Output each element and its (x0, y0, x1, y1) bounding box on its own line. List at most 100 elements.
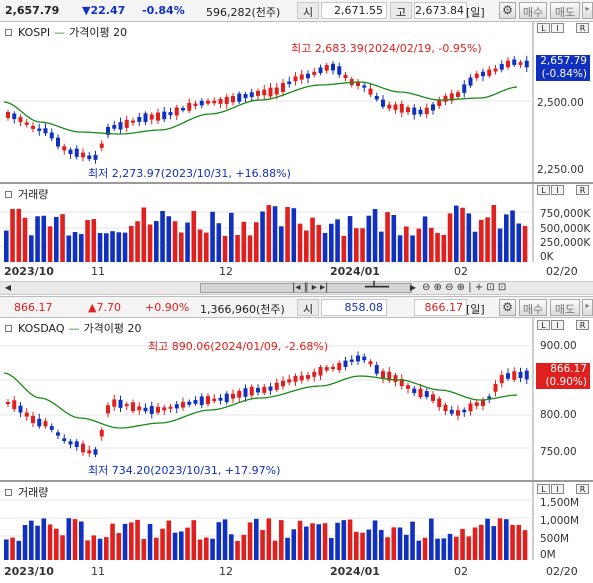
candle (156, 112, 160, 121)
volume-bar (316, 224, 322, 262)
gear-icon[interactable]: ⚙ (499, 299, 516, 316)
volume-bar (91, 535, 97, 560)
chart-mode-icon-10[interactable]: L (537, 484, 550, 494)
volume-bar (222, 235, 228, 262)
chart-mode-icon-6[interactable]: R (576, 185, 589, 195)
chart-mode-icon-8[interactable]: I (551, 320, 564, 330)
kosdaq-volume-chart[interactable] (0, 482, 593, 562)
kosdaq-price-chart[interactable] (0, 318, 593, 480)
volume-bar (347, 216, 353, 262)
volume-bar (185, 222, 190, 262)
kospi-ytick-2: 2,250.00 (537, 164, 584, 176)
kospi-price-chart[interactable] (0, 22, 593, 182)
volume-bar (260, 211, 265, 262)
candle (99, 143, 104, 148)
candle (418, 109, 423, 115)
candle (343, 360, 348, 367)
kosdaq-price: 866.17 (14, 301, 53, 314)
volume-bar (210, 211, 215, 262)
gear-icon[interactable]: ⚙ (499, 2, 516, 19)
chevron-right-icon[interactable]: ▸ (582, 299, 593, 316)
volume-bar (466, 213, 472, 262)
candle (456, 410, 460, 416)
volume-bar (379, 529, 384, 560)
chart-mode-icon-5[interactable]: I (551, 185, 564, 195)
candle (518, 62, 523, 65)
chart-mode-icon-1[interactable]: L (537, 23, 550, 33)
volume-bar (147, 523, 153, 560)
candle (399, 378, 404, 387)
ma-icon: — (54, 25, 66, 39)
kospi-period[interactable]: [일] (466, 6, 485, 19)
volume-bar (166, 216, 172, 262)
candle (424, 391, 429, 397)
legend-box-icon (5, 190, 12, 198)
candle (181, 107, 185, 111)
kosdaq-voltick-1: 1,500M (540, 497, 580, 509)
volume-bar (35, 216, 40, 262)
candle (49, 426, 54, 430)
candle (468, 403, 473, 412)
candle (168, 406, 173, 409)
volume-bar (185, 527, 190, 560)
kospi-volume-chart[interactable] (0, 184, 593, 264)
chart-mode-icon-3[interactable]: R (576, 23, 589, 33)
kosdaq-buy-button[interactable]: 매수 (519, 299, 547, 316)
legend-box-icon (5, 324, 12, 332)
chevron-right-icon[interactable]: ▸ (582, 2, 593, 19)
chart-mode-icon-9[interactable]: R (576, 320, 589, 330)
play-controls-icon[interactable]: |◂ ‖ ▸ ▸| (292, 282, 329, 293)
candle (106, 405, 110, 414)
scroll-thumb[interactable] (200, 283, 412, 293)
candle (274, 87, 279, 95)
volume-bar (410, 521, 415, 560)
candle (99, 429, 104, 437)
volume-bar (366, 529, 372, 560)
legend-box-icon (5, 488, 12, 496)
kosdaq-ytick-4: 750.00 (540, 446, 577, 458)
chart-scrollbar[interactable]: ◀ |◂ ‖ ▸ ▸| ━┻━━ ▶ ⊖ ⊕ ⊖ ⊕ | + ⊡ ⊡ (0, 281, 593, 295)
volume-bar (335, 522, 340, 560)
volume-bar (504, 214, 509, 262)
kospi-xlabel-3: 12 (219, 265, 233, 278)
kospi-sell-button[interactable]: 매도 (550, 2, 580, 19)
volume-bar (4, 539, 9, 560)
candle (324, 65, 329, 71)
candle (162, 111, 167, 120)
volume-bar (41, 518, 47, 560)
volume-bar (404, 534, 409, 560)
chart-mode-icon-12[interactable]: R (576, 484, 589, 494)
kospi-volume-label: 거래량 (18, 188, 49, 201)
chart-mode-icon-2[interactable]: I (551, 23, 564, 33)
candle (268, 386, 273, 391)
kosdaq-ytick-3: 800.00 (540, 409, 577, 421)
candle (112, 125, 117, 129)
volume-bar (341, 235, 347, 262)
kospi-buy-button[interactable]: 매수 (519, 2, 547, 19)
candle (237, 390, 242, 398)
candle (31, 415, 35, 424)
candle (256, 387, 260, 393)
scroll-right-icon[interactable]: ▶ (409, 283, 417, 292)
candle (381, 99, 385, 107)
scroll-left-icon[interactable]: ◀ (4, 283, 12, 292)
range-slider-icon[interactable]: ━┻━━ (365, 282, 390, 293)
volume-bar (104, 537, 109, 560)
volume-bar (229, 534, 234, 560)
zoom-controls-icon[interactable]: ⊖ ⊕ ⊖ ⊕ | + ⊡ ⊡ (422, 282, 507, 293)
chart-mode-icon-7[interactable]: L (537, 320, 550, 330)
kosdaq-period[interactable]: [일] (466, 303, 485, 316)
volume-bar (66, 518, 72, 560)
chart-mode-icon-4[interactable]: L (537, 185, 550, 195)
kospi-xlabel-4: 2024/01 (330, 265, 380, 278)
volume-bar (291, 529, 297, 560)
candle (524, 370, 529, 380)
candle (187, 401, 192, 405)
kosdaq-sell-button[interactable]: 매도 (550, 299, 580, 316)
volume-bar (197, 539, 203, 560)
volume-bar (266, 518, 272, 560)
volume-bar (222, 519, 228, 560)
volume-bar (154, 537, 159, 560)
chart-mode-icon-11[interactable]: I (551, 484, 564, 494)
kosdaq-side-price: 866.17 (536, 363, 590, 376)
